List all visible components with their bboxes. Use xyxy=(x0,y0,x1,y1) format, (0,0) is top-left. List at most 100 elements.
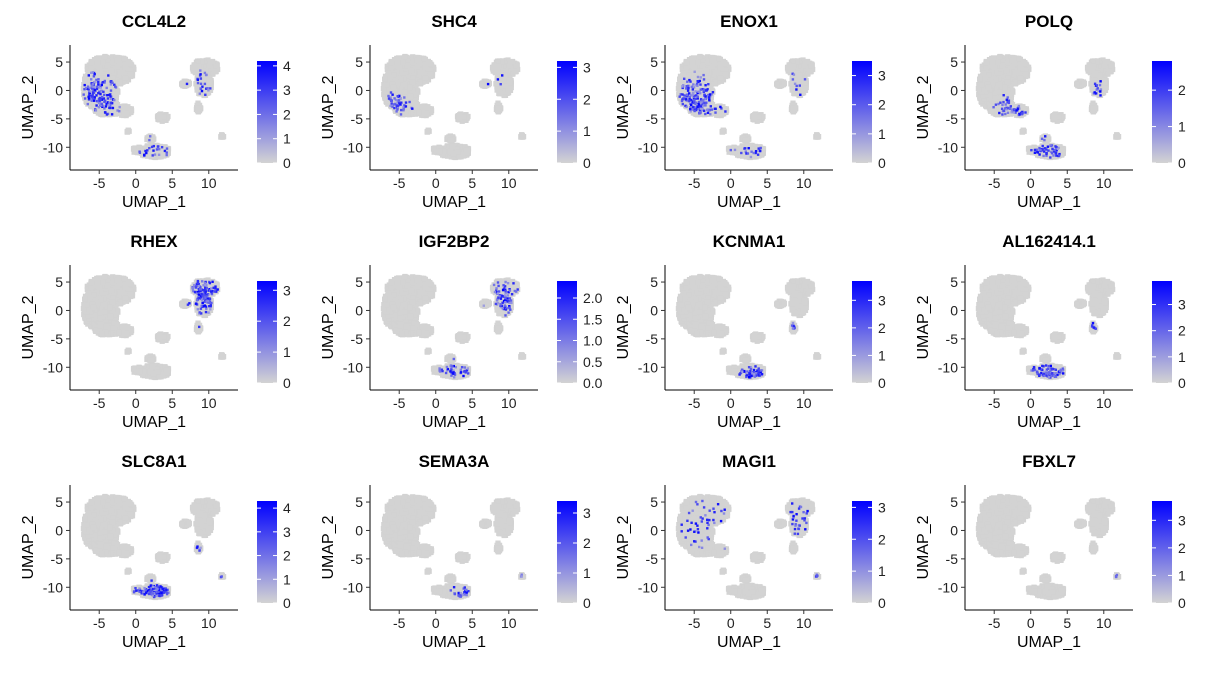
cell-point xyxy=(84,63,90,69)
cell-point xyxy=(424,105,430,111)
expression-point xyxy=(106,101,110,104)
expression-point xyxy=(199,87,202,90)
cell-point xyxy=(110,75,116,81)
expression-point xyxy=(107,103,110,107)
cell-point xyxy=(115,64,121,70)
cell-point xyxy=(161,117,167,123)
expression-point xyxy=(102,90,105,93)
expression-point xyxy=(93,99,96,102)
cell-point xyxy=(109,68,115,74)
cell-point xyxy=(513,66,520,72)
cell-point xyxy=(98,77,104,83)
cell-point xyxy=(689,60,696,66)
cell-point xyxy=(510,59,516,65)
colorbar-tick-label: 2 xyxy=(583,91,591,107)
expression-point xyxy=(113,83,116,86)
cell-point xyxy=(704,68,710,74)
cell-point xyxy=(117,79,123,85)
cell-point xyxy=(140,152,146,158)
expression-point xyxy=(155,148,159,151)
cell-point xyxy=(411,97,417,103)
cell-point xyxy=(495,59,501,66)
colorbar-tick-label: 2 xyxy=(283,106,291,122)
cell-point xyxy=(447,148,453,154)
expression-point xyxy=(392,103,396,106)
cell-point xyxy=(388,63,394,69)
cell-point xyxy=(84,82,90,88)
expression-point xyxy=(91,71,94,74)
cell-point xyxy=(495,86,501,92)
panel-title: CCL4L2 xyxy=(122,12,186,31)
cell-point xyxy=(210,59,216,65)
expression-point xyxy=(200,89,204,93)
cell-point xyxy=(455,149,461,155)
expression-point xyxy=(199,82,203,85)
expression-point xyxy=(203,82,207,86)
cell-point xyxy=(505,87,511,93)
cell-point xyxy=(195,105,201,111)
panel-title: SHC4 xyxy=(431,12,477,31)
expression-point xyxy=(97,83,100,86)
cell-point xyxy=(422,75,429,81)
cell-points xyxy=(380,53,527,161)
cell-point xyxy=(412,84,418,90)
cell-point xyxy=(116,73,122,79)
expression-point xyxy=(97,101,101,105)
cell-point xyxy=(407,93,414,100)
cell-point xyxy=(87,75,93,81)
cell-point xyxy=(396,104,402,110)
panel-title: ENOX1 xyxy=(720,12,778,31)
expression-point xyxy=(151,154,154,157)
cell-point xyxy=(413,54,419,61)
cell-point xyxy=(112,91,118,98)
expression-point xyxy=(143,153,146,157)
cell-point xyxy=(495,105,501,111)
cell-point xyxy=(137,145,143,152)
expression-point xyxy=(165,151,168,154)
expression-point xyxy=(93,96,96,99)
expression-point xyxy=(90,71,93,74)
x-tick-label: 0 xyxy=(432,175,440,191)
x-tick-label: 5 xyxy=(168,175,176,191)
cell-point xyxy=(410,58,416,64)
expression-point xyxy=(103,111,107,114)
expression-point xyxy=(101,81,105,84)
expression-point xyxy=(390,102,393,105)
cell-point xyxy=(86,71,92,77)
expression-point xyxy=(397,104,400,107)
cell-point xyxy=(194,66,201,72)
cell-point xyxy=(716,55,722,62)
expression-point xyxy=(203,71,207,75)
cell-point xyxy=(122,72,128,78)
cell-point xyxy=(415,101,421,108)
x-axis-label: UMAP_1 xyxy=(422,194,486,211)
y-tick-label: 5 xyxy=(355,54,363,70)
expression-point xyxy=(113,98,116,102)
expression-point xyxy=(205,87,208,90)
cell-point xyxy=(131,145,137,152)
cell-point xyxy=(103,106,109,112)
cell-point xyxy=(397,69,403,75)
x-axis-label: UMAP_1 xyxy=(122,194,186,211)
colorbar-tick-label: 3 xyxy=(583,59,591,75)
expression-point xyxy=(91,87,94,90)
expression-point xyxy=(387,94,390,98)
cell-point xyxy=(422,65,428,71)
cell-point xyxy=(391,72,397,78)
expression-point xyxy=(163,149,167,153)
cell-point xyxy=(128,67,134,73)
expression-point xyxy=(148,138,151,142)
expression-point xyxy=(103,107,106,110)
expression-point xyxy=(92,75,96,78)
cell-point xyxy=(407,84,413,91)
expression-point xyxy=(111,98,115,101)
expression-point xyxy=(101,95,104,99)
cell-point xyxy=(179,81,185,87)
expression-point xyxy=(84,87,88,90)
expression-point xyxy=(486,82,490,86)
cell-point xyxy=(100,68,106,75)
cell-point xyxy=(101,81,107,87)
